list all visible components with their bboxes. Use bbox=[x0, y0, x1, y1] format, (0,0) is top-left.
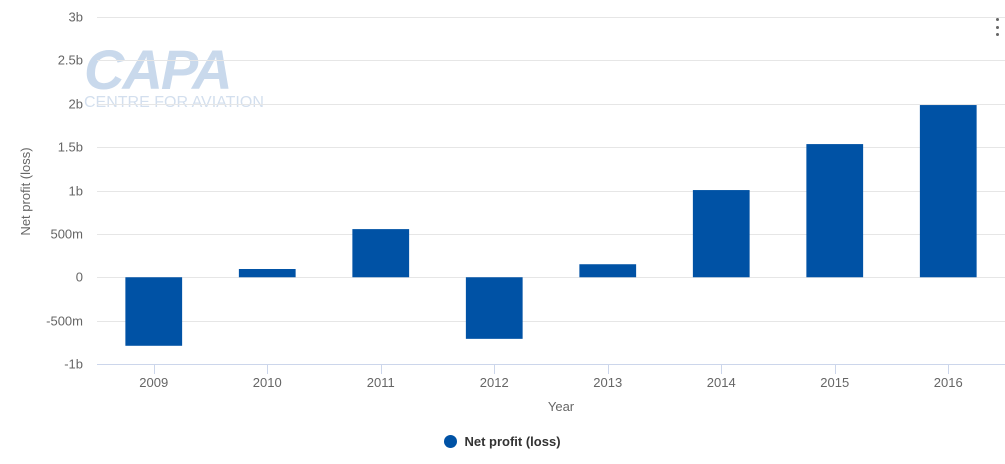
x-tick-label: 2013 bbox=[593, 375, 622, 390]
y-tick-label: 2.5b bbox=[58, 53, 83, 68]
y-tick-label: -1b bbox=[64, 357, 83, 372]
chart-menu-icon[interactable] bbox=[996, 18, 1004, 36]
x-tick-label: 2010 bbox=[253, 375, 282, 390]
bar-2012 bbox=[465, 277, 523, 339]
bar-2009 bbox=[125, 277, 183, 346]
x-axis-title: Year bbox=[548, 399, 575, 414]
x-tick-label: 2012 bbox=[480, 375, 509, 390]
legend-label: Net profit (loss) bbox=[464, 434, 561, 449]
bar-2016 bbox=[919, 105, 977, 278]
bar-2013 bbox=[579, 264, 637, 278]
legend[interactable]: Net profit (loss) bbox=[0, 434, 1005, 449]
logo-sub-text: CENTRE FOR AVIATION bbox=[84, 94, 264, 111]
logo-main-text: CAPA bbox=[84, 38, 233, 101]
y-tick-label: 500m bbox=[50, 227, 83, 242]
legend-swatch bbox=[444, 435, 458, 448]
x-tick-label: 2011 bbox=[367, 375, 395, 390]
y-tick-label: -500m bbox=[46, 314, 83, 329]
bar-2014 bbox=[692, 190, 750, 278]
bar-2011 bbox=[352, 229, 410, 278]
y-tick-label: 1.5b bbox=[58, 140, 83, 155]
bar-2010 bbox=[238, 269, 296, 278]
y-tick-label: 2b bbox=[69, 97, 83, 112]
y-tick-label: 1b bbox=[69, 184, 83, 199]
capa-logo: CAPA CENTRE FOR AVIATION bbox=[84, 38, 264, 111]
y-tick-label: 0 bbox=[76, 270, 83, 285]
x-tick-label: 2009 bbox=[139, 375, 168, 390]
x-tick-label: 2016 bbox=[934, 375, 963, 390]
x-tick-label: 2015 bbox=[820, 375, 849, 390]
bar-2015 bbox=[806, 144, 864, 278]
y-tick-label: 3b bbox=[69, 10, 83, 25]
x-tick-label: 2014 bbox=[707, 375, 736, 390]
y-axis-title: Net profit (loss) bbox=[18, 147, 33, 235]
bar-chart: -1b -500m 0 500m 1b 1.5b 2b 2.5b 3b 2009 2010 2011 2… bbox=[18, 10, 1005, 414]
